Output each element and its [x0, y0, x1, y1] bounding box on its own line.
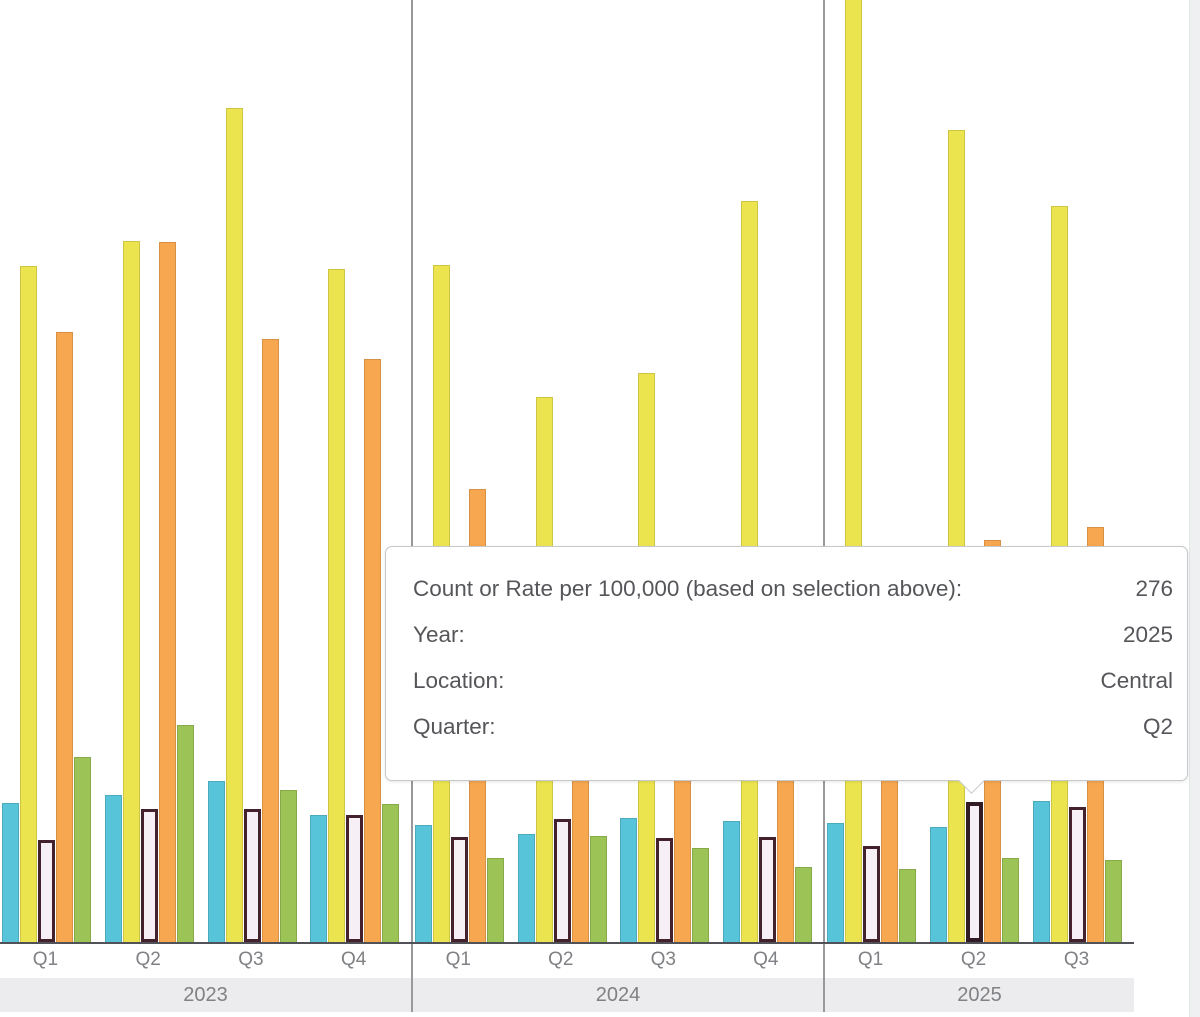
bar-group-2024-Q2	[516, 0, 619, 942]
x-tick-label-2025-Q2: Q2	[960, 949, 987, 970]
bar-group-2023-Q2	[103, 0, 206, 942]
bar-yellow-2023-Q2[interactable]	[122, 241, 140, 942]
year-label-2024: 2024	[411, 978, 823, 1012]
bar-blue-2025-Q3[interactable]	[1033, 801, 1050, 942]
quarter-tick-panel-2025: Q1 Q2 Q3	[823, 944, 1134, 978]
bar-outlined-white-2025-Q1[interactable]	[863, 846, 880, 942]
tooltip-row: Year: 2025	[413, 612, 1173, 658]
bar-outlined-white-2024-Q2[interactable]	[553, 819, 571, 942]
bar-green-2025-Q1[interactable]	[899, 869, 916, 942]
quarter-axis: Q1 Q2 Q3 Q4 Q1 Q2 Q3 Q4 Q1 Q2 Q3	[0, 944, 1134, 978]
tooltip-value: 2025	[1122, 622, 1173, 647]
x-tick-label-2023-Q2: Q2	[135, 949, 161, 970]
bar-green-2025-Q2[interactable]	[1002, 858, 1019, 942]
bar-green-2023-Q3[interactable]	[279, 790, 297, 942]
bar-blue-2023-Q2[interactable]	[104, 795, 122, 942]
bar-group-2023-Q3	[206, 0, 309, 942]
tooltip-label: Count or Rate per 100,000 (based on sele…	[413, 576, 963, 601]
bar-green-2024-Q2[interactable]	[589, 836, 607, 942]
bar-yellow-2025-Q1[interactable]	[845, 0, 862, 942]
bar-blue-2023-Q1[interactable]	[2, 803, 19, 942]
bar-green-2023-Q2[interactable]	[176, 725, 194, 942]
year-panel-2023	[0, 0, 411, 942]
x-tick-label-2025-Q3: Q3	[1063, 949, 1090, 970]
bar-outlined-white-2024-Q4[interactable]	[758, 837, 776, 942]
bar-chart: Q1 Q2 Q3 Q4 Q1 Q2 Q3 Q4 Q1 Q2 Q3 2023 2024 2025	[0, 0, 1134, 1012]
tooltip: Count or Rate per 100,000 (based on sele…	[385, 546, 1188, 794]
bar-orange-2023-Q3[interactable]	[261, 339, 279, 942]
bar-blue-2025-Q1[interactable]	[827, 823, 844, 942]
bar-green-2024-Q4[interactable]	[794, 867, 812, 942]
bar-blue-2023-Q4[interactable]	[310, 815, 328, 942]
bar-outlined-white-2024-Q1[interactable]	[451, 837, 468, 942]
bar-group-2025-Q3	[1031, 0, 1134, 942]
tooltip-row: Quarter: Q2	[413, 704, 1173, 750]
bar-blue-2024-Q2[interactable]	[517, 834, 535, 942]
bar-outlined-white-2023-Q1[interactable]	[38, 840, 55, 942]
year-panel-2025	[823, 0, 1134, 942]
bar-group-2023-Q1	[0, 0, 103, 942]
bar-outlined-white-2023-Q3[interactable]	[243, 809, 261, 942]
bar-yellow-2023-Q3[interactable]	[225, 108, 243, 942]
bar-group-2025-Q2	[928, 0, 1031, 942]
right-edge-strip	[1189, 0, 1200, 1017]
bar-orange-2023-Q2[interactable]	[158, 242, 176, 942]
year-label-2023: 2023	[183, 984, 228, 1006]
year-axis-band: 2023 2024 2025	[0, 978, 1134, 1012]
bar-group-2024-Q3	[618, 0, 721, 942]
bar-outlined-white-2025-Q3[interactable]	[1069, 807, 1086, 942]
bar-outlined-white-2024-Q3[interactable]	[656, 838, 673, 942]
quarter-tick-panel-2024: Q1 Q2 Q3 Q4	[411, 944, 823, 978]
x-tick-label-2024-Q2: Q2	[548, 949, 574, 970]
bar-green-2023-Q1[interactable]	[74, 757, 91, 942]
tooltip-label: Location:	[413, 668, 505, 693]
bar-group-2023-Q4	[308, 0, 411, 942]
tooltip-value: Q2	[1142, 714, 1173, 739]
bar-outlined-white-2023-Q2[interactable]	[140, 809, 158, 942]
x-tick-label-2024-Q4: Q4	[753, 949, 779, 970]
tooltip-row: Count or Rate per 100,000 (based on sele…	[413, 566, 1173, 612]
bar-orange-2023-Q1[interactable]	[56, 332, 73, 942]
year-label-2025: 2025	[823, 978, 1134, 1012]
bar-outlined-white-2023-Q4[interactable]	[346, 815, 364, 942]
bar-blue-2024-Q3[interactable]	[620, 818, 637, 942]
bar-yellow-2023-Q1[interactable]	[20, 266, 37, 942]
bar-yellow-2023-Q4[interactable]	[328, 269, 346, 942]
bar-blue-2024-Q4[interactable]	[722, 821, 740, 942]
bar-green-2023-Q4[interactable]	[382, 804, 400, 942]
bar-blue-2025-Q2[interactable]	[930, 827, 947, 942]
plot-area	[0, 0, 1134, 944]
quarter-tick-panel-2023: Q1 Q2 Q3 Q4	[0, 944, 411, 978]
x-tick-label-2025-Q1: Q1	[857, 949, 884, 970]
bar-green-2024-Q1[interactable]	[487, 858, 504, 942]
tooltip-label: Year:	[413, 622, 465, 647]
year-panel-2024	[411, 0, 823, 942]
x-tick-label-2024-Q3: Q3	[650, 949, 676, 970]
bar-blue-2024-Q1[interactable]	[415, 825, 432, 942]
tooltip-value: Central	[1100, 668, 1173, 693]
bar-yellow-2025-Q2[interactable]	[948, 130, 965, 942]
x-tick-label-2024-Q1: Q1	[445, 949, 471, 970]
bar-group-2024-Q4	[721, 0, 824, 942]
bar-group-2024-Q1	[413, 0, 516, 942]
bar-group-2025-Q1	[825, 0, 928, 942]
tooltip-label: Quarter:	[413, 714, 496, 739]
bar-green-2025-Q3[interactable]	[1105, 860, 1122, 942]
bar-green-2024-Q3[interactable]	[692, 848, 709, 942]
bar-orange-2023-Q4[interactable]	[364, 359, 382, 942]
bar-outlined-white-2025-Q2[interactable]	[966, 802, 983, 942]
tooltip-value: 276	[1135, 576, 1173, 601]
x-tick-label-2023-Q3: Q3	[238, 949, 264, 970]
x-tick-label-2023-Q4: Q4	[340, 949, 367, 970]
tooltip-row: Location: Central	[413, 658, 1173, 704]
bar-blue-2023-Q3[interactable]	[207, 781, 225, 942]
x-tick-label-2023-Q1: Q1	[32, 949, 59, 970]
